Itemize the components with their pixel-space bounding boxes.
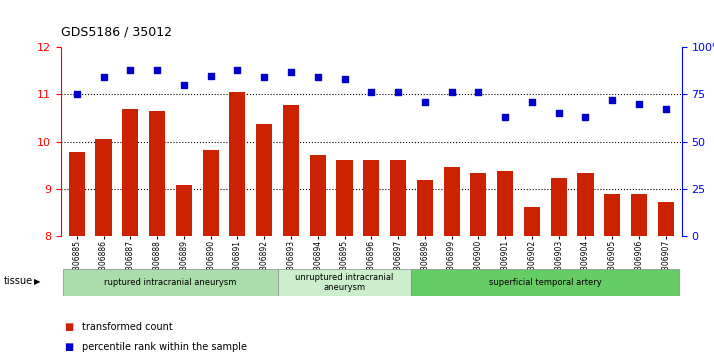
Bar (310, 155, 326, 236)
Text: unruptured intracranial
aneurysm: unruptured intracranial aneurysm (296, 273, 393, 292)
Bar (550, 178, 567, 236)
Point (633, 101, 645, 107)
Bar (443, 167, 460, 236)
Point (606, 97, 618, 103)
Text: ■: ■ (64, 342, 74, 352)
Text: percentile rank within the sample: percentile rank within the sample (82, 342, 247, 352)
Bar (149, 111, 165, 236)
Bar (122, 110, 139, 236)
Point (553, 110, 564, 116)
Point (151, 67, 163, 73)
Bar (411, 269, 679, 296)
Text: GDS5186 / 35012: GDS5186 / 35012 (61, 25, 171, 38)
Bar (283, 105, 299, 236)
Bar (658, 202, 674, 236)
Point (231, 67, 243, 73)
Bar (417, 180, 433, 236)
Bar (604, 195, 620, 236)
Text: tissue: tissue (4, 276, 33, 286)
Text: superficial temporal artery: superficial temporal artery (489, 278, 602, 287)
Bar (524, 207, 540, 236)
Text: transformed count: transformed count (82, 322, 173, 332)
Point (660, 107, 671, 113)
Point (71, 91, 82, 97)
Bar (96, 139, 111, 236)
Point (446, 90, 457, 95)
Bar (203, 150, 218, 236)
Point (366, 90, 377, 95)
Bar (176, 184, 192, 236)
Bar (631, 195, 647, 236)
Text: ▶: ▶ (34, 277, 41, 286)
Text: ■: ■ (64, 322, 74, 332)
Point (499, 114, 511, 120)
Bar (278, 269, 411, 296)
Text: ruptured intracranial aneurysm: ruptured intracranial aneurysm (104, 278, 236, 287)
Point (392, 90, 403, 95)
Point (473, 90, 484, 95)
Bar (578, 173, 593, 236)
Point (419, 99, 431, 105)
Point (312, 74, 323, 80)
Bar (390, 159, 406, 236)
Bar (363, 159, 379, 236)
Point (205, 73, 216, 78)
Point (285, 69, 296, 75)
Bar (69, 152, 85, 236)
Point (124, 67, 136, 73)
Point (338, 76, 350, 82)
Point (258, 74, 270, 80)
Point (98, 74, 109, 80)
Point (178, 82, 189, 88)
Bar (497, 171, 513, 236)
Point (526, 99, 538, 105)
Bar (471, 173, 486, 236)
Point (580, 114, 591, 120)
Bar (256, 124, 272, 236)
Bar (64, 269, 278, 296)
Bar (336, 159, 353, 236)
Bar (229, 92, 246, 236)
